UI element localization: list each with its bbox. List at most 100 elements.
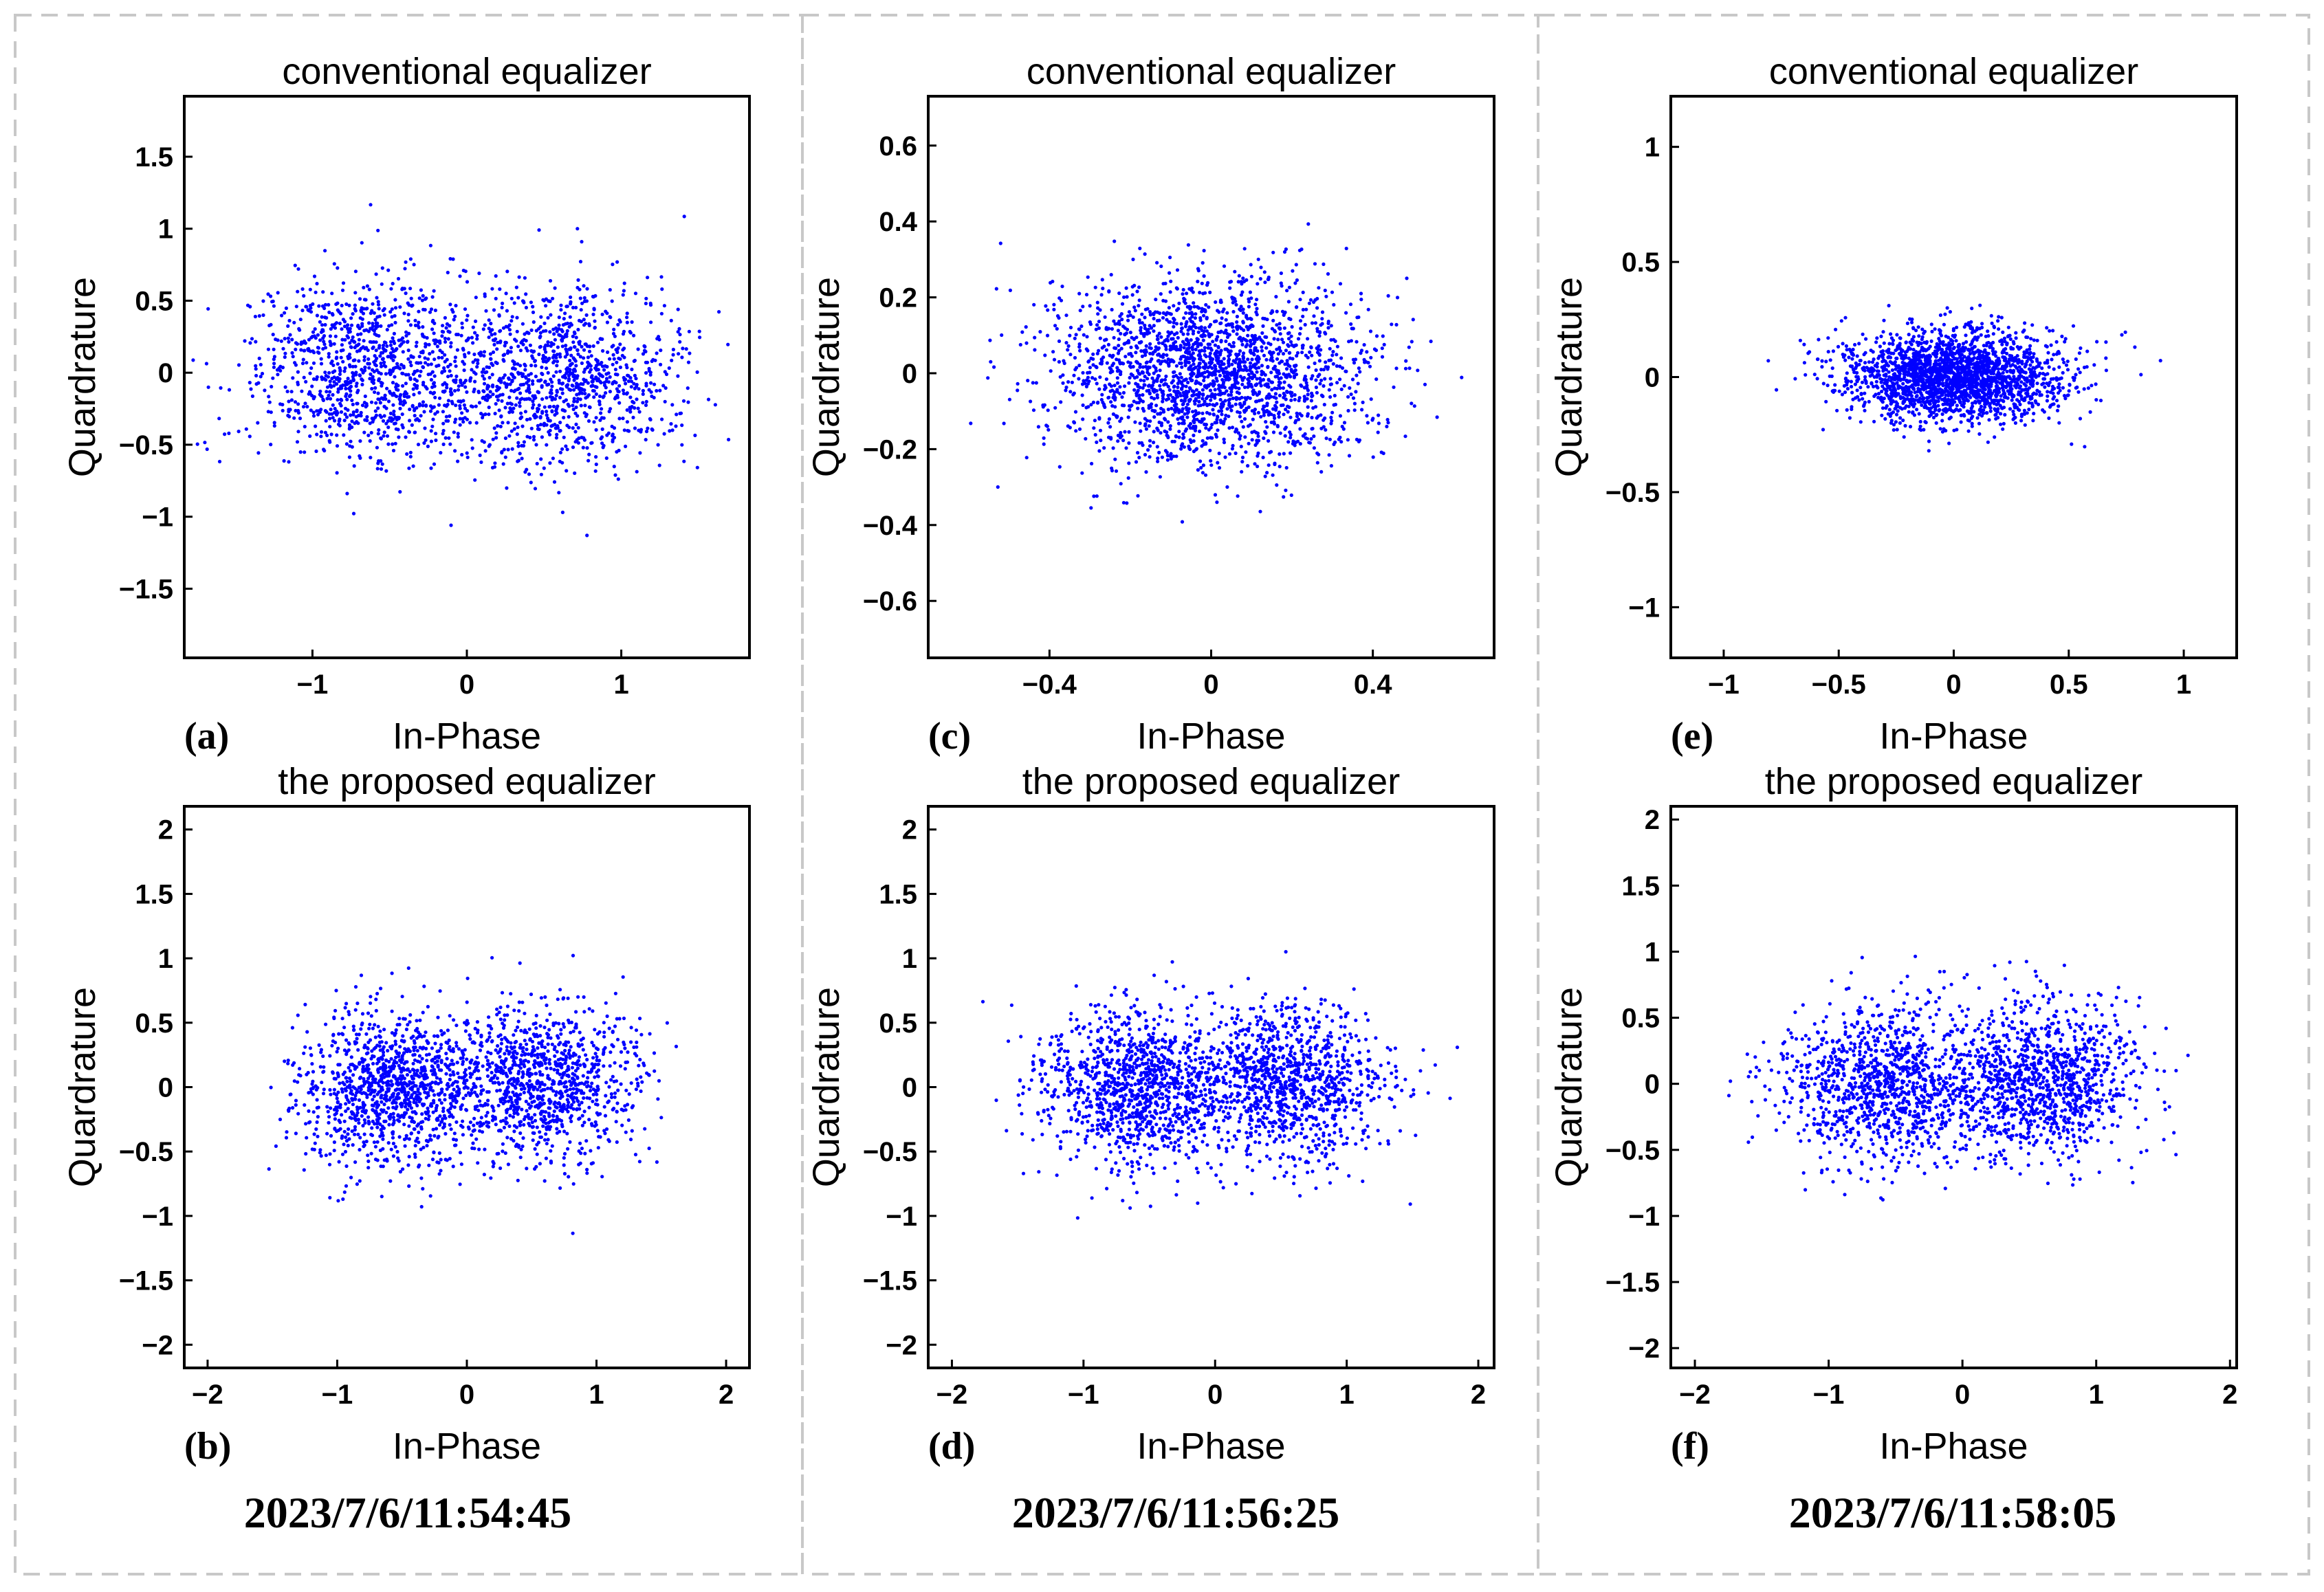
scatter-point — [382, 434, 386, 438]
scatter-point — [1234, 299, 1238, 303]
scatter-point — [465, 409, 470, 413]
scatter-point — [1216, 428, 1220, 432]
scatter-point — [206, 385, 210, 389]
scatter-point — [1150, 395, 1154, 399]
scatter-point — [547, 299, 551, 303]
scatter-point — [1322, 384, 1326, 388]
scatter-point — [622, 346, 626, 351]
scatter-point — [616, 322, 620, 327]
scatter-point — [1154, 366, 1158, 371]
scatter-point — [1355, 373, 1359, 377]
scatter-point — [319, 430, 324, 434]
scatter-point — [1312, 446, 1316, 450]
scatter-point — [587, 349, 592, 353]
scatter-point — [577, 318, 582, 322]
scatter-point — [1259, 414, 1263, 419]
scatter-point — [1299, 327, 1303, 331]
scatter-point — [356, 421, 360, 425]
scatter-point — [380, 282, 384, 286]
scatter-point — [632, 382, 636, 386]
scatter-point — [1223, 417, 1227, 421]
scatter-points-a — [191, 203, 731, 538]
scatter-point — [1194, 411, 1198, 415]
scatter-point — [336, 266, 340, 270]
scatter-point — [1179, 344, 1183, 348]
scatter-point — [474, 296, 478, 300]
scatter-point — [1176, 307, 1181, 311]
scatter-point — [1261, 377, 1266, 382]
scatter-point — [389, 419, 393, 423]
scatter-point — [564, 333, 568, 337]
scatter-point — [501, 421, 505, 425]
scatter-point — [664, 372, 669, 377]
scatter-point — [560, 338, 564, 342]
scatter-point — [1271, 318, 1275, 322]
scatter-point — [611, 439, 615, 444]
scatter-point — [483, 449, 487, 453]
scatter-point — [627, 429, 631, 433]
scatter-point — [1251, 388, 1256, 393]
scatter-point — [1125, 295, 1129, 299]
scatter-point — [1271, 250, 1275, 254]
scatter-point — [1119, 346, 1123, 351]
scatter-point — [1320, 310, 1325, 314]
scatter-point — [1094, 327, 1098, 331]
scatter-point — [460, 452, 464, 457]
scatter-point — [1170, 406, 1174, 410]
scatter-point — [509, 346, 514, 350]
scatter-point — [655, 351, 659, 355]
scatter-point — [300, 287, 305, 291]
scatter-point — [548, 330, 552, 334]
scatter-point — [404, 435, 408, 439]
scatter-point — [1227, 426, 1231, 430]
scatter-point — [617, 417, 622, 421]
scatter-point — [545, 396, 549, 400]
scatter-point — [1225, 370, 1229, 375]
scatter-point — [339, 355, 343, 360]
scatter-point — [1163, 377, 1168, 382]
scatter-point — [345, 397, 349, 401]
scatter-point — [539, 472, 544, 476]
scatter-point — [453, 420, 457, 424]
scatter-point — [1355, 340, 1359, 344]
scatter-point — [643, 344, 647, 349]
scatter-point — [1274, 295, 1278, 299]
scatter-point — [1128, 375, 1132, 380]
scatter-point — [375, 333, 379, 338]
scatter-point — [385, 386, 389, 390]
scatter-point — [339, 349, 343, 353]
scatter-point — [375, 467, 380, 471]
scatter-point — [1095, 401, 1100, 405]
scatter-point — [308, 391, 312, 395]
scatter-point — [1329, 464, 1333, 468]
scatter-point — [1315, 306, 1319, 310]
scatter-point — [1172, 385, 1176, 389]
scatter-point — [529, 328, 534, 332]
scatter-point — [1188, 356, 1192, 360]
scatter-point — [308, 371, 312, 375]
scatter-point — [480, 370, 484, 374]
scatter-point — [454, 374, 459, 379]
scatter-point — [335, 382, 339, 386]
scatter-point — [465, 417, 470, 421]
scatter-point — [297, 327, 301, 331]
scatter-point — [370, 340, 374, 344]
scatter-point — [384, 469, 388, 473]
scatter-point — [278, 402, 283, 406]
scatter-point — [448, 256, 452, 261]
scatter-point — [529, 480, 533, 485]
scatter-point — [335, 350, 339, 354]
scatter-point — [1208, 342, 1212, 346]
scatter-point — [429, 307, 434, 311]
scatter-point — [560, 344, 564, 349]
scatter-point — [523, 410, 528, 414]
scatter-point — [1192, 322, 1196, 327]
scatter-point — [1152, 430, 1156, 434]
scatter-point — [2104, 356, 2108, 360]
scatter-point — [1104, 377, 1108, 382]
scatter-point — [1273, 392, 1278, 396]
scatter-point — [1156, 359, 1161, 363]
scatter-point — [331, 363, 336, 368]
scatter-point — [339, 410, 344, 414]
scatter-point — [1260, 345, 1264, 349]
